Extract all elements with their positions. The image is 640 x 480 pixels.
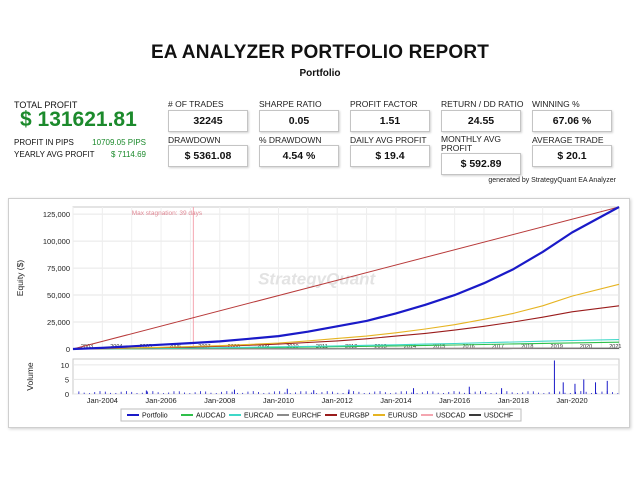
equity-y-tick-label: 50,000: [47, 291, 70, 300]
volume-x-tick-label: Jan-2014: [380, 396, 411, 405]
equity-x-tick-label: 2014: [404, 344, 416, 350]
report-subtitle: Portfolio: [299, 68, 341, 79]
legend-label-eurcad: EURCAD: [244, 413, 274, 420]
equity-y-tick-label: 25,000: [47, 318, 70, 327]
report-title: EA ANALYZER PORTFOLIO REPORT: [150, 42, 490, 63]
series-line-portfolio: [72, 206, 620, 351]
equity-x-tick-label: 2020: [580, 344, 592, 350]
equity-x-tick-label: 2021: [609, 344, 621, 350]
winning-pct-value: 67.06 %: [532, 110, 612, 132]
volume-y-ticks: 0 5 10: [61, 361, 69, 399]
average-trade-label: AVERAGE TRADE: [532, 135, 604, 145]
monthly-avg-profit-label: MONTHLY AVG PROFIT: [441, 134, 501, 153]
legend-label-portfolio: Portfolio: [142, 413, 168, 420]
volume-x-tick-label: Jan-2010: [263, 396, 294, 405]
volume-y-axis-label: Volume: [25, 362, 35, 391]
equity-x-tick-label: 2018: [521, 344, 533, 350]
average-trade-value: $ 20.1: [532, 145, 612, 167]
series-line-eurcad: [72, 339, 620, 350]
volume-x-tick-label: Jan-2004: [87, 396, 118, 405]
volume-x-tick-label: Jan-2008: [204, 396, 235, 405]
volume-x-tick-label: Jan-2020: [556, 396, 587, 405]
total-profit-label: TOTAL PROFIT: [14, 100, 78, 110]
equity-x-tick-label: 2005: [140, 344, 152, 350]
equity-y-ticks: 0 25,000 50,000 75,000 100,000 125,000: [43, 210, 70, 354]
legend-label-usdchf: USDCHF: [484, 413, 513, 420]
trades-label: # OF TRADES: [168, 99, 224, 109]
equity-x-tick-label: 2017: [492, 344, 504, 350]
volume-x-tick-label: Jan-2012: [322, 396, 353, 405]
equity-x-tick-label: 2016: [462, 344, 474, 350]
pct-drawdown-label: % DRAWDOWN: [259, 135, 322, 145]
volume-bars: [78, 360, 619, 394]
equity-y-axis-label: Equity ($): [15, 260, 25, 297]
trend-line: [72, 206, 620, 350]
volume-plot-area: [72, 358, 620, 395]
equity-x-tick-label: 2019: [551, 344, 563, 350]
equity-y-tick-label: 75,000: [47, 264, 70, 273]
chart-legend: Portfolio AUDCAD EURCAD EURCHF EURGBP EURUSD U…: [120, 408, 522, 422]
volume-x-ticks: Jan-2004 Jan-2006 Jan-2008 Jan-2010 Jan-2012…: [87, 396, 588, 405]
pct-drawdown-value: 4.54 %: [259, 145, 339, 167]
volume-y-tick-label: 5: [65, 375, 69, 384]
equity-y-tick-label: 0: [66, 345, 70, 354]
equity-series: [72, 206, 620, 351]
sharpe-ratio-label: SHARPE RATIO: [259, 99, 322, 109]
legend-label-eurchf: EURCHF: [292, 413, 321, 420]
equity-y-tick-label: 100,000: [43, 237, 70, 246]
legend-label-eurgbp: EURGBP: [340, 413, 370, 420]
equity-y-tick-label: 125,000: [43, 210, 70, 219]
generated-by-note: generated by StrategyQuant EA Analyzer: [488, 177, 616, 184]
max-stagnation-annotation: Max stagnation: 39 days: [132, 210, 203, 217]
legend-label-audcad: AUDCAD: [196, 413, 226, 420]
drawdown-value: $ 5361.08: [168, 145, 248, 167]
watermark-text: StrategyQuant: [258, 269, 376, 288]
equity-chart: 0 25,000 50,000 75,000 100,000 125,000 2003 20…: [15, 206, 622, 422]
volume-x-tick-label: Jan-2006: [145, 396, 176, 405]
volume-y-tick-label: 10: [61, 361, 69, 370]
return-dd-label: RETURN / DD RATIO: [441, 99, 524, 109]
series-line-eurusd: [72, 283, 620, 350]
yearly-avg-profit-value: $ 7114.69: [111, 150, 146, 159]
yearly-avg-profit-row: YEARLY AVG PROFIT $ 7114.69: [14, 150, 146, 159]
equity-x-tick-label: 2003: [81, 344, 93, 350]
volume-y-tick-label: 0: [65, 390, 69, 399]
profit-in-pips-label: PROFIT IN PIPS: [14, 138, 74, 147]
return-dd-value: 24.55: [441, 110, 521, 132]
equity-x-tick-label: 2013: [374, 344, 386, 350]
equity-x-tick-label: 2015: [433, 344, 445, 350]
monthly-avg-profit-value: $ 592.89: [441, 153, 521, 175]
daily-avg-profit-label: DAILY AVG PROFIT: [350, 135, 427, 145]
profit-factor-label: PROFIT FACTOR: [350, 99, 418, 109]
profit-in-pips-value: 10709.05 PIPS: [92, 138, 146, 147]
sharpe-ratio-value: 0.05: [259, 110, 339, 132]
volume-grid: [72, 358, 620, 395]
drawdown-label: DRAWDOWN: [168, 135, 221, 145]
profit-factor-value: 1.51: [350, 110, 430, 132]
winning-pct-label: WINNING %: [532, 99, 580, 109]
daily-avg-profit-value: $ 19.4: [350, 145, 430, 167]
legend-box: [120, 408, 522, 422]
equity-chart-panel: 0 25,000 50,000 75,000 100,000 125,000 2003 20…: [8, 198, 630, 428]
volume-x-tick-label: Jan-2018: [498, 396, 529, 405]
yearly-avg-profit-label: YEARLY AVG PROFIT: [14, 150, 95, 159]
trades-value: 32245: [168, 110, 248, 132]
legend-label-eurusd: EURUSD: [388, 413, 418, 420]
legend-label-usdcad: USDCAD: [436, 413, 466, 420]
profit-in-pips-row: PROFIT IN PIPS 10709.05 PIPS: [14, 138, 146, 147]
volume-x-tick-label: Jan-2016: [439, 396, 470, 405]
total-profit-value: $ 131621.81: [20, 108, 137, 131]
